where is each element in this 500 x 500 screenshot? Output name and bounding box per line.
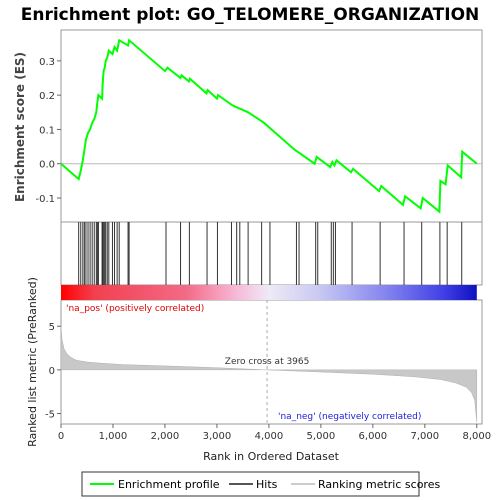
rank-y-axis-label: Ranked list metric (PreRanked)	[26, 277, 39, 447]
rank-xtick-label: 1,000	[99, 431, 128, 442]
es-ytick-label: 0.1	[39, 125, 55, 136]
rank-x-ticks: 0 1,000 2,000 3,000 4,000 5,000 6,000 7,000 8,00…	[58, 424, 491, 442]
rank-ytick-label: 0	[49, 366, 55, 377]
es-ytick-label: 0.0	[39, 160, 55, 171]
legend-metric-label: Ranking metric scores	[318, 478, 440, 491]
pos-label: 'na_pos' (positively correlated)	[66, 304, 204, 314]
rank-color-bar	[61, 285, 477, 300]
rank-xtick-label: 3,000	[203, 431, 232, 442]
hits-group	[78, 222, 463, 285]
es-ytick-label: -0.1	[35, 194, 55, 205]
legend-enrichment-label: Enrichment profile	[118, 478, 220, 491]
enrichment-profile-group	[60, 38, 478, 214]
es-ytick-label: 0.2	[39, 91, 55, 102]
zero-cross-label: Zero cross at 3965	[225, 357, 310, 367]
rank-xtick-label: 6,000	[359, 431, 388, 442]
rank-ytick-label: 5	[49, 322, 55, 333]
rank-xtick-label: 7,000	[411, 431, 440, 442]
chart-title: Enrichment plot: GO_TELOMERE_ORGANIZATIO…	[21, 5, 480, 25]
neg-label: 'na_neg' (negatively correlated)	[278, 412, 421, 422]
es-y-ticks: -0.1 0.0 0.1 0.2 0.3	[35, 57, 61, 205]
rank-y-ticks: -5 0 5	[45, 322, 61, 421]
rank-x-axis-label: Rank in Ordered Dataset	[203, 450, 340, 463]
ranked-panel-frame	[60, 299, 483, 425]
enrichment-profile-line	[60, 38, 478, 214]
rank-xtick-label: 0	[58, 431, 64, 442]
rank-xtick-label: 4,000	[255, 431, 284, 442]
rank-xtick-label: 5,000	[307, 431, 336, 442]
rank-ytick-label: -5	[45, 410, 55, 421]
hits-panel-frame	[60, 221, 483, 286]
legend-hits-label: Hits	[256, 478, 278, 491]
legend: Enrichment profile Hits Ranking metric s…	[81, 471, 440, 497]
enrichment-panel-frame	[60, 29, 483, 223]
es-y-axis-label: Enrichment score (ES)	[13, 52, 27, 202]
rank-xtick-label: 2,000	[151, 431, 180, 442]
ranked-metric-area	[60, 326, 478, 423]
es-ytick-label: 0.3	[39, 57, 55, 68]
ranked-metric-area-group	[60, 326, 478, 423]
rank-xtick-label: 8,000	[462, 431, 491, 442]
